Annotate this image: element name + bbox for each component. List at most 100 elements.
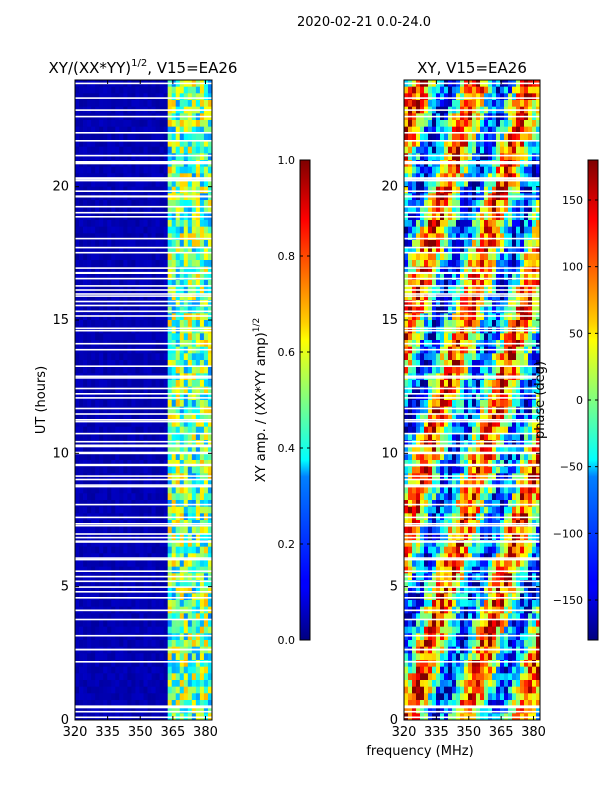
heatmap-cell xyxy=(83,353,88,361)
heatmap-cell xyxy=(440,300,445,308)
heatmap-cell xyxy=(143,620,148,628)
heatmap-cell xyxy=(508,240,513,248)
heatmap-cell xyxy=(171,600,177,608)
heatmap-cell xyxy=(159,413,165,421)
heatmap-cell xyxy=(131,686,136,694)
heatmap-cell xyxy=(464,233,469,241)
heatmap-cell xyxy=(83,233,88,241)
heatmap-cell xyxy=(532,166,537,174)
heatmap-cell xyxy=(159,666,165,674)
heatmap-cell xyxy=(536,306,541,314)
heatmap-cell xyxy=(119,300,124,308)
heatmap-cell xyxy=(151,593,156,601)
heatmap-cell xyxy=(203,320,209,328)
heatmap-cell xyxy=(199,260,205,268)
heatmap-cell xyxy=(159,540,165,548)
heatmap-cell xyxy=(95,186,100,194)
heatmap-cell xyxy=(516,280,521,288)
heatmap-cell xyxy=(207,166,213,174)
heatmap-cell xyxy=(119,246,124,254)
heatmap-cell xyxy=(187,406,193,414)
heatmap-cell xyxy=(155,386,161,394)
heatmap-cell xyxy=(171,486,177,494)
heatmap-cell xyxy=(524,240,529,248)
heatmap-cell xyxy=(159,653,165,661)
heatmap-cell xyxy=(183,466,189,474)
heatmap-cell xyxy=(127,680,132,688)
heatmap-cell xyxy=(412,353,417,361)
heatmap-cell xyxy=(436,220,441,228)
heatmap-cell xyxy=(195,673,201,681)
heatmap-cell xyxy=(111,313,116,321)
heatmap-cell xyxy=(107,153,112,161)
heatmap-cell xyxy=(99,593,104,601)
heatmap-cell xyxy=(532,380,537,388)
flagged-row xyxy=(75,419,212,421)
heatmap-cell xyxy=(179,466,185,474)
heatmap-cell xyxy=(127,493,132,501)
heatmap-cell xyxy=(131,460,136,468)
heatmap-cell xyxy=(159,600,165,608)
heatmap-cell xyxy=(524,246,529,254)
heatmap-cell xyxy=(151,613,156,621)
heatmap-cell xyxy=(179,633,185,641)
heatmap-cell xyxy=(183,453,189,461)
heatmap-cell xyxy=(195,666,201,674)
heatmap-cell xyxy=(460,320,465,328)
heatmap-cell xyxy=(412,146,417,154)
heatmap-cell xyxy=(448,140,453,148)
heatmap-cell xyxy=(504,333,509,341)
heatmap-cell xyxy=(183,400,189,408)
heatmap-cell xyxy=(167,153,173,161)
heatmap-cell xyxy=(207,433,213,441)
heatmap-cell xyxy=(179,540,185,548)
heatmap-cell xyxy=(175,220,181,228)
heatmap-cell xyxy=(127,200,132,208)
heatmap-cell xyxy=(119,280,124,288)
heatmap-cell xyxy=(175,526,181,534)
heatmap-cell xyxy=(179,353,185,361)
heatmap-cell xyxy=(448,353,453,361)
heatmap-cell xyxy=(155,626,161,634)
heatmap-cell xyxy=(151,273,156,281)
heatmap-cell xyxy=(416,133,421,141)
heatmap-cell xyxy=(203,240,209,248)
heatmap-cell xyxy=(115,540,120,548)
heatmap-cell xyxy=(127,566,132,574)
heatmap-cell xyxy=(404,226,409,234)
heatmap-cell xyxy=(195,133,201,141)
heatmap-cell xyxy=(103,206,108,214)
heatmap-cell xyxy=(87,446,92,454)
heatmap-cell xyxy=(95,273,100,281)
heatmap-cell xyxy=(472,360,477,368)
heatmap-cell xyxy=(460,253,465,261)
heatmap-cell xyxy=(512,166,517,174)
heatmap-cell xyxy=(91,246,96,254)
amp-panel-title: XY/(XX*YY)1/2, V15=EA26 xyxy=(49,58,238,77)
heatmap-cell xyxy=(420,246,425,254)
heatmap-cell xyxy=(432,206,437,214)
heatmap-cell xyxy=(83,153,88,161)
heatmap-cell xyxy=(115,593,120,601)
heatmap-cell xyxy=(143,446,148,454)
heatmap-cell xyxy=(456,126,461,134)
heatmap-cell xyxy=(87,180,92,188)
heatmap-cell xyxy=(420,280,425,288)
heatmap-cell xyxy=(191,506,197,514)
heatmap-cell xyxy=(95,686,100,694)
heatmap-cell xyxy=(131,133,136,141)
flagged-row xyxy=(75,97,212,99)
heatmap-cell xyxy=(159,486,165,494)
heatmap-cell xyxy=(171,273,177,281)
heatmap-cell xyxy=(103,246,108,254)
heatmap-cell xyxy=(155,700,161,708)
heatmap-cell xyxy=(75,593,80,601)
heatmap-cell xyxy=(127,593,132,601)
heatmap-cell xyxy=(199,506,205,514)
heatmap-cell xyxy=(424,353,429,361)
heatmap-cell xyxy=(111,460,116,468)
heatmap-cell xyxy=(171,693,177,701)
heatmap-cell xyxy=(167,546,173,554)
heatmap-cell xyxy=(504,126,509,134)
heatmap-cell xyxy=(516,180,521,188)
